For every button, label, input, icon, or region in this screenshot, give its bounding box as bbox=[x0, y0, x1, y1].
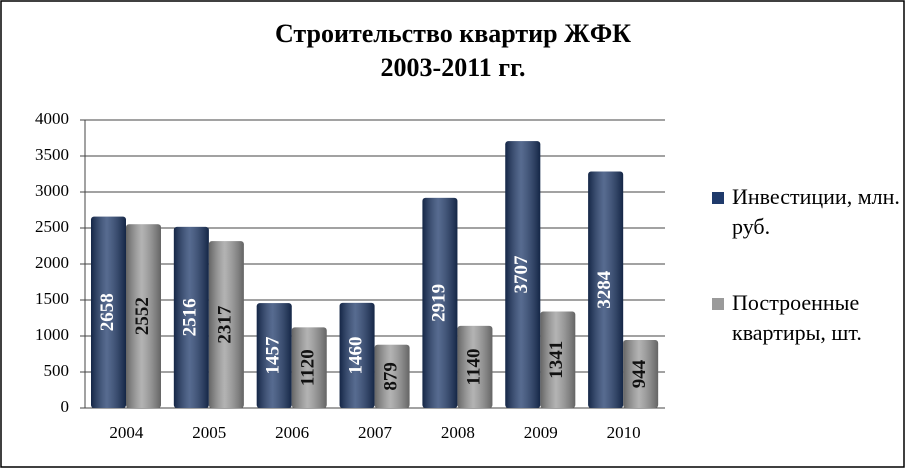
bar-shine bbox=[505, 141, 541, 408]
bar-shine bbox=[208, 241, 244, 408]
data-label: 2552 bbox=[132, 297, 153, 335]
legend-swatch bbox=[712, 298, 724, 310]
data-label: 944 bbox=[629, 359, 650, 388]
data-label: 1460 bbox=[345, 336, 366, 374]
data-label: 2658 bbox=[97, 293, 118, 331]
x-tick-label: 2007 bbox=[358, 423, 393, 442]
legend-item: Построенные квартиры, шт. bbox=[712, 288, 902, 348]
x-tick-label: 2006 bbox=[275, 423, 309, 442]
x-tick-label: 2010 bbox=[607, 423, 641, 442]
y-tick-label: 2000 bbox=[35, 253, 69, 272]
data-label: 1120 bbox=[298, 349, 319, 386]
legend: Инвестиции, млн. руб. Построенные квартир… bbox=[712, 182, 902, 394]
data-label: 1140 bbox=[463, 348, 484, 385]
legend-swatch bbox=[712, 192, 724, 204]
y-tick-label: 1500 bbox=[35, 289, 69, 308]
data-label: 879 bbox=[380, 362, 401, 391]
legend-label: Построенные квартиры, шт. bbox=[732, 290, 862, 345]
data-label: 3284 bbox=[594, 270, 615, 309]
bar-shine bbox=[374, 344, 410, 408]
bar-shine bbox=[457, 325, 493, 408]
bar-shine bbox=[588, 171, 624, 408]
data-label: 3707 bbox=[511, 255, 532, 294]
bar-shine bbox=[422, 197, 458, 408]
x-tick-label: 2008 bbox=[441, 423, 475, 442]
legend-label: Инвестиции, млн. руб. bbox=[732, 184, 900, 239]
bar-shine bbox=[291, 327, 327, 408]
y-tick-label: 2500 bbox=[35, 217, 69, 236]
bar-shine bbox=[91, 216, 126, 408]
data-label: 1341 bbox=[546, 341, 567, 379]
y-tick-label: 3000 bbox=[35, 181, 69, 200]
bar-shine bbox=[126, 224, 161, 408]
chart-subtitle: 2003-2011 гг. bbox=[381, 53, 526, 82]
y-tick-label: 1000 bbox=[35, 325, 69, 344]
x-tick-label: 2005 bbox=[192, 423, 226, 442]
bar-shine bbox=[256, 303, 292, 408]
x-tick-label: 2009 bbox=[524, 423, 558, 442]
legend-item: Инвестиции, млн. руб. bbox=[712, 182, 902, 242]
y-tick-label: 500 bbox=[44, 361, 70, 380]
chart-title: Строительство квартир ЖФК bbox=[275, 19, 631, 48]
bar-shine bbox=[540, 311, 576, 408]
y-tick-label: 3500 bbox=[35, 145, 69, 164]
data-label: 2919 bbox=[428, 284, 449, 322]
y-tick-label: 4000 bbox=[35, 109, 69, 128]
x-tick-label: 2004 bbox=[109, 423, 144, 442]
data-label: 2317 bbox=[215, 305, 236, 344]
data-label: 1457 bbox=[263, 336, 284, 375]
bar-shine bbox=[173, 226, 209, 408]
y-tick-label: 0 bbox=[61, 397, 70, 416]
bar-shine bbox=[339, 302, 375, 408]
data-label: 2516 bbox=[180, 298, 201, 336]
bar-shine bbox=[623, 340, 659, 408]
